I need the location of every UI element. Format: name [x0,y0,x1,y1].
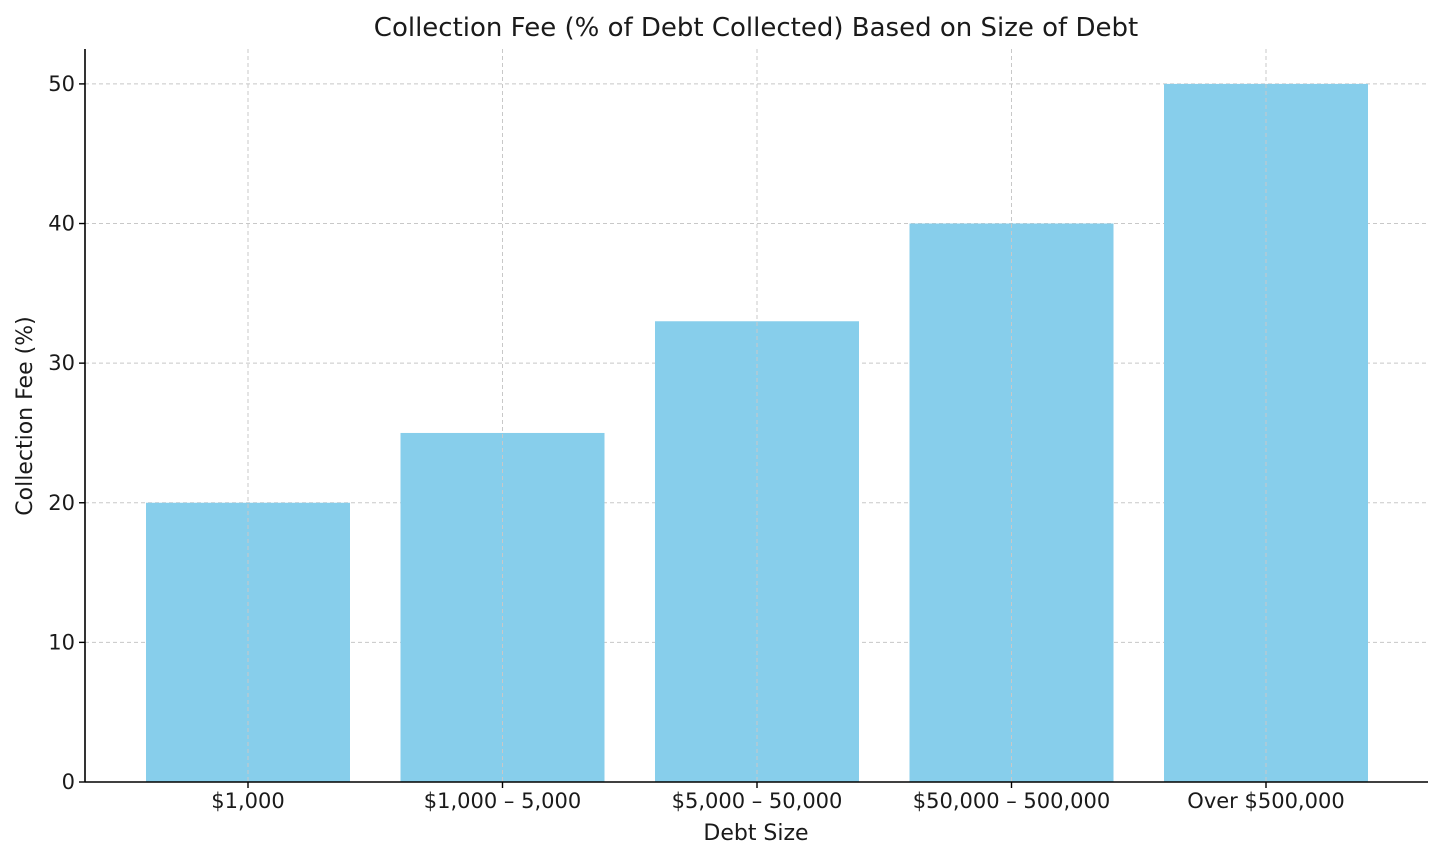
tick-labels: 0 10 20 30 40 50 $1,000 $1,000 – 5,000 $5,000 – … [48,72,1344,813]
y-tick-label: 10 [48,630,75,654]
y-axis-label: Collection Fee (%) [13,316,38,515]
bars [146,83,1368,782]
y-tick-label: 20 [48,491,75,515]
bar-5 [1164,83,1368,782]
axes [79,49,1428,788]
x-tick-label: $1,000 – 5,000 [424,789,581,813]
x-grid-lines [247,49,1267,782]
y-tick-label: 0 [62,770,75,794]
bar-4 [909,223,1114,782]
x-tick-label: $50,000 – 500,000 [913,789,1111,813]
y-tick-label: 30 [48,351,75,375]
x-tick-label: $5,000 – 50,000 [672,789,843,813]
bar-1 [146,502,350,782]
x-tick-label: Over $500,000 [1187,789,1344,813]
y-tick-label: 50 [48,72,75,96]
bar-3 [655,321,859,782]
x-tick-label: $1,000 [211,789,284,813]
x-axis-label: Debt Size [703,821,808,846]
chart-title: Collection Fee (% of Debt Collected) Bas… [374,13,1138,43]
y-tick-label: 40 [48,212,75,236]
